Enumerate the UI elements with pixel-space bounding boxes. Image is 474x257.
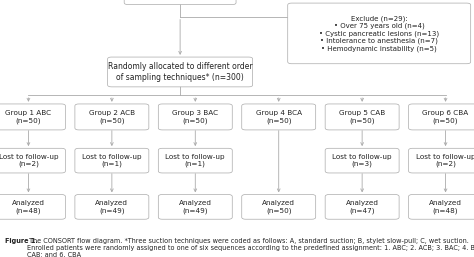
FancyBboxPatch shape [409,104,474,130]
FancyBboxPatch shape [158,148,232,173]
FancyBboxPatch shape [0,195,65,219]
Text: Analyzed
(n=48): Analyzed (n=48) [429,200,462,214]
FancyBboxPatch shape [108,57,253,87]
FancyBboxPatch shape [75,195,149,219]
Text: Group 6 CBA
(n=50): Group 6 CBA (n=50) [422,110,469,124]
FancyBboxPatch shape [0,104,65,130]
Text: Group 5 CAB
(n=50): Group 5 CAB (n=50) [339,110,385,124]
FancyBboxPatch shape [0,148,65,173]
Text: Analyzed
(n=47): Analyzed (n=47) [346,200,379,214]
FancyBboxPatch shape [124,0,236,5]
FancyBboxPatch shape [242,104,316,130]
Text: Lost to follow-up
(n=1): Lost to follow-up (n=1) [165,154,225,167]
Text: Analyzed
(n=49): Analyzed (n=49) [95,200,128,214]
Text: Group 2 ACB
(n=50): Group 2 ACB (n=50) [89,110,135,124]
Text: Analyzed
(n=49): Analyzed (n=49) [179,200,212,214]
FancyBboxPatch shape [242,195,316,219]
Text: Lost to follow-up
(n=1): Lost to follow-up (n=1) [82,154,142,167]
Text: Group 1 ABC
(n=50): Group 1 ABC (n=50) [5,110,52,124]
FancyBboxPatch shape [325,104,399,130]
Text: Lost to follow-up
(n=2): Lost to follow-up (n=2) [416,154,474,167]
Text: The CONSORT flow diagram. *Three suction techniques were coded as follows: A, st: The CONSORT flow diagram. *Three suction… [27,238,474,257]
FancyBboxPatch shape [288,3,471,64]
Text: Group 3 BAC
(n=50): Group 3 BAC (n=50) [172,110,219,124]
FancyBboxPatch shape [325,148,399,173]
Text: Figure 1.: Figure 1. [5,238,37,244]
Text: Lost to follow-up
(n=3): Lost to follow-up (n=3) [332,154,392,167]
Text: Group 4 BCA
(n=50): Group 4 BCA (n=50) [255,110,302,124]
FancyBboxPatch shape [75,104,149,130]
Text: Lost to follow-up
(n=2): Lost to follow-up (n=2) [0,154,58,167]
Text: Analyzed
(n=50): Analyzed (n=50) [262,200,295,214]
Text: Analyzed
(n=48): Analyzed (n=48) [12,200,45,214]
FancyBboxPatch shape [409,148,474,173]
FancyBboxPatch shape [325,195,399,219]
FancyBboxPatch shape [409,195,474,219]
FancyBboxPatch shape [158,195,232,219]
Text: Exclude (n=29):
• Over 75 years old (n=4)
• Cystic pancreatic lesions (n=13)
• I: Exclude (n=29): • Over 75 years old (n=4… [319,15,439,52]
FancyBboxPatch shape [75,148,149,173]
Text: Randomly allocated to different order
of sampling techniques* (n=300): Randomly allocated to different order of… [108,62,253,82]
FancyBboxPatch shape [158,104,232,130]
